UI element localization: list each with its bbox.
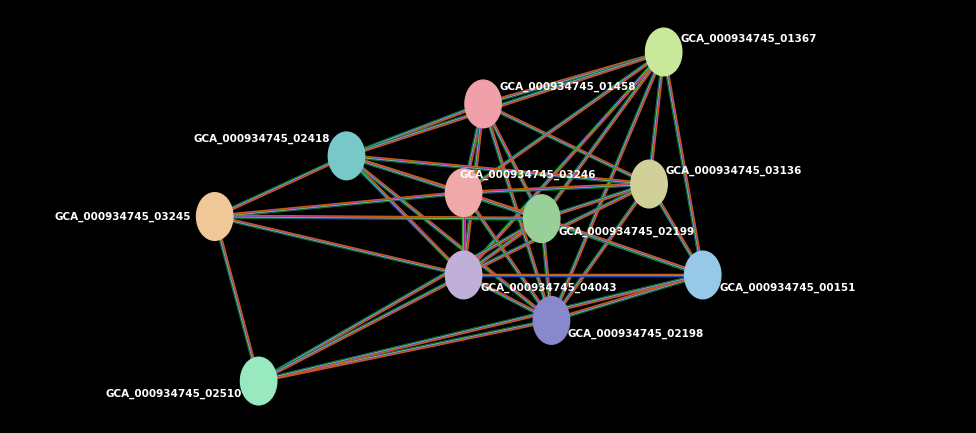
Ellipse shape bbox=[533, 297, 570, 344]
Text: GCA_000934745_00151: GCA_000934745_00151 bbox=[719, 283, 856, 293]
Ellipse shape bbox=[328, 132, 365, 180]
Ellipse shape bbox=[645, 28, 682, 76]
Ellipse shape bbox=[630, 160, 668, 208]
Ellipse shape bbox=[465, 80, 502, 128]
Text: GCA_000934745_02199: GCA_000934745_02199 bbox=[558, 226, 694, 237]
Text: GCA_000934745_03245: GCA_000934745_03245 bbox=[55, 211, 191, 222]
Text: GCA_000934745_02510: GCA_000934745_02510 bbox=[105, 389, 242, 399]
Ellipse shape bbox=[196, 193, 233, 240]
Text: GCA_000934745_02418: GCA_000934745_02418 bbox=[193, 133, 330, 144]
Text: GCA_000934745_01458: GCA_000934745_01458 bbox=[500, 81, 636, 92]
Ellipse shape bbox=[445, 169, 482, 216]
Text: GCA_000934745_03246: GCA_000934745_03246 bbox=[460, 169, 595, 180]
Ellipse shape bbox=[240, 357, 277, 405]
Ellipse shape bbox=[523, 195, 560, 242]
Text: GCA_000934745_02198: GCA_000934745_02198 bbox=[568, 328, 704, 339]
Text: GCA_000934745_01367: GCA_000934745_01367 bbox=[680, 34, 817, 44]
Text: GCA_000934745_04043: GCA_000934745_04043 bbox=[480, 283, 617, 293]
Text: GCA_000934745_03136: GCA_000934745_03136 bbox=[666, 166, 802, 176]
Ellipse shape bbox=[684, 251, 721, 299]
Ellipse shape bbox=[445, 251, 482, 299]
